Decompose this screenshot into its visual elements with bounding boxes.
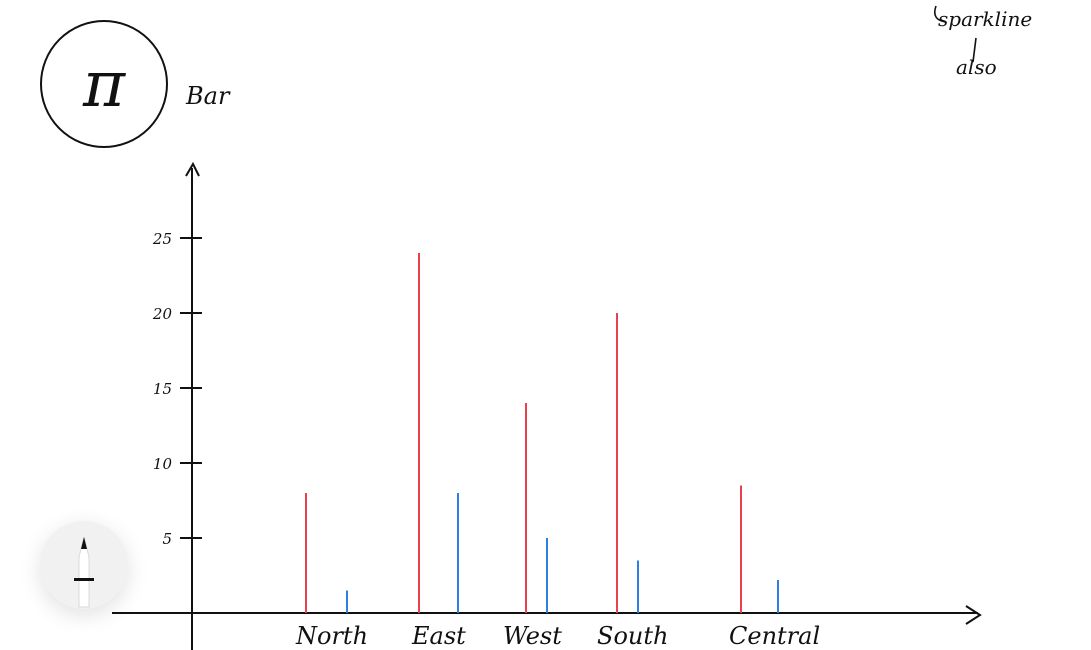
y-ticks: 5 10 15 20 25 xyxy=(152,230,202,548)
corner-note-stroke xyxy=(972,37,977,63)
corner-note-line2: also xyxy=(956,55,997,79)
pencil-icon xyxy=(74,536,94,608)
bars xyxy=(305,253,779,613)
x-labels: North East West South Central xyxy=(295,622,820,650)
corner-note-line1: sparkline xyxy=(938,7,1032,31)
y-tick-label: 5 xyxy=(162,530,172,548)
x-label-central: Central xyxy=(729,622,820,650)
y-tick-label: 25 xyxy=(152,230,172,248)
pencil-tool-button[interactable] xyxy=(40,521,128,609)
x-label-west: West xyxy=(503,622,562,650)
y-axis-arrow xyxy=(185,161,200,177)
y-tick-label: 10 xyxy=(153,455,173,473)
x-label-east: East xyxy=(411,622,466,650)
x-label-south: South xyxy=(597,622,668,650)
title-note: Bar xyxy=(185,82,231,110)
y-tick-label: 15 xyxy=(153,380,172,398)
x-axis-arrow xyxy=(965,605,982,625)
x-label-north: North xyxy=(295,622,368,650)
y-tick-label: 20 xyxy=(152,305,173,323)
pi-circle xyxy=(40,20,168,148)
pi-symbol: π xyxy=(82,48,126,122)
corner-note-hook xyxy=(933,5,947,23)
